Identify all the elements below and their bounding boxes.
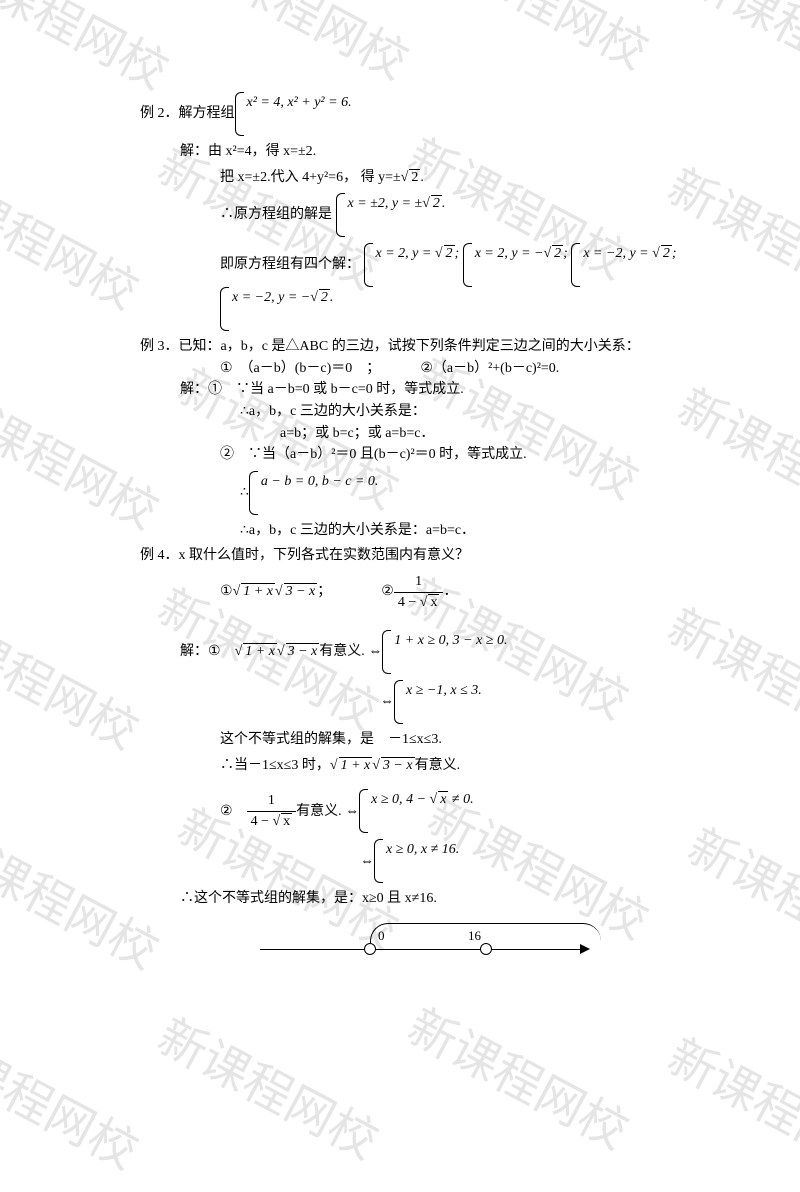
therefore-icon: ∴	[240, 483, 249, 503]
sqrt-icon: √2	[401, 168, 421, 188]
brace-icon: 1 + x ≥ 0, 3 − x ≥ 0.	[382, 630, 507, 674]
sol-label: 解：	[180, 142, 208, 162]
axis-line	[260, 949, 582, 950]
text: ① ∵当 a－b=0 或 b－c=0 时，等式成立.	[208, 380, 464, 400]
number-line-diagram: 0 16	[260, 913, 600, 963]
fraction: 1 4 − √x	[247, 791, 297, 831]
arrow-icon	[580, 944, 590, 954]
eq: x = ±2,	[348, 196, 389, 211]
brace-icon: x = 2, y = −√2;	[463, 243, 568, 287]
sol-line: 把 x=±2.代入 4+y²=6， 得 y=± √2 .	[140, 168, 730, 188]
sqrt-icon: √1 + x	[235, 642, 277, 662]
watermark-text: 新课程网校	[398, 988, 643, 1162]
brace-icon: x = −2, y = −√2.	[220, 287, 333, 331]
sol-line: ⇔ x ≥ −1, x ≤ 3.	[140, 680, 730, 724]
sol-line: 解： ① √1 + x√3 − x 有意义. ⇔ 1 + x ≥ 0, 3 − …	[140, 630, 730, 674]
sol-line: ∴原方程组的解是 x = ±2, y = ±√2.	[140, 193, 730, 237]
text: ①	[208, 642, 235, 662]
text: 有意义. ⇔	[296, 802, 359, 822]
text: ．	[443, 582, 457, 602]
watermark-text: 新课程网校	[658, 1018, 800, 1192]
open-circle-icon	[480, 943, 492, 955]
brace-icon: x ≥ −1, x ≤ 3.	[394, 680, 482, 724]
sqrt-icon: √3 − x	[275, 582, 317, 602]
text-line: ② ∵当（a－b）²＝0 且(b－c)²＝0 时，等式成立.	[140, 445, 730, 465]
brace-icon: a − b = 0, b − c = 0.	[249, 471, 379, 515]
sol-line: 解： 由 x²=4，得 x=±2.	[140, 142, 730, 162]
example2-header: 例 2． 解方程组 x² = 4, x² + y² = 6.	[140, 92, 730, 136]
text: 由 x²=4，得 x=±2.	[208, 142, 316, 162]
sqrt-icon: √3 − x	[372, 756, 414, 776]
brace-icon: x = ±2, y = ±√2.	[336, 193, 446, 237]
example4-label: 例 4．	[140, 546, 179, 566]
example4-header: 例 4． x 取什么值时，下列各式在实数范围内有意义？	[140, 546, 730, 566]
example3-label: 例 3．	[140, 337, 179, 357]
tick-label: 16	[468, 927, 481, 945]
example3-header: 例 3． 已知：a，b，c 是△ABC 的三边，试按下列条件判定三边之间的大小关…	[140, 337, 730, 357]
brace-icon: x ≥ 0, 4 − √x ≠ 0.	[359, 789, 473, 833]
item-num: ①	[220, 582, 233, 602]
watermark-text: 新课程网校	[0, 1008, 152, 1182]
text: ②（a－b）²+(b－c)²=0.	[420, 359, 559, 379]
eq: x² = 4,	[247, 95, 284, 110]
brace-icon: x = 2, y = √2;	[364, 243, 460, 287]
text: ②	[220, 802, 247, 822]
brace-icon: x = −2, y = √2;	[571, 243, 676, 287]
iff-icon: ⇔	[380, 692, 394, 712]
iff-icon: ⇔	[360, 852, 374, 872]
brace-icon: x² = 4, x² + y² = 6.	[235, 92, 352, 136]
text: 有意义. ⇔	[319, 642, 382, 662]
text: ① （a－b）(b－c)＝0 ；	[220, 359, 380, 379]
text: ；	[317, 582, 331, 602]
items-line: ① √1 + x√3 − x ； ② 1 4 − √x ．	[140, 572, 730, 612]
text: ∴原方程组的解是	[220, 205, 332, 225]
sol-label: 解：	[180, 642, 208, 662]
sqrt-icon: √1 + x	[233, 582, 275, 602]
text-line: 这个不等式组的解集，是 －1≤x≤3.	[140, 730, 730, 750]
sol-line: 解： ① ∵当 a－b=0 或 b－c=0 时，等式成立.	[140, 380, 730, 400]
document-content: 例 2． 解方程组 x² = 4, x² + y² = 6. 解： 由 x²=4…	[0, 0, 800, 1003]
text-line: ∴这个不等式组的解集，是：x≥0 且 x≠16.	[140, 889, 730, 909]
item-num: ②	[381, 582, 394, 602]
sol-line: ∴ a − b = 0, b − c = 0.	[140, 471, 730, 515]
text-line: ∴a，b，c 三边的大小关系是：	[140, 402, 730, 422]
text: 即原方程组有四个解：	[220, 255, 360, 275]
fraction: 1 4 − √x	[394, 572, 444, 612]
example4-prompt: x 取什么值时，下列各式在实数范围内有意义？	[179, 546, 470, 566]
text: 把 x=±2.代入 4+y²=6， 得 y=±	[220, 168, 401, 188]
example2-label: 例 2．	[140, 104, 179, 124]
text-line: ∴当－1≤x≤3 时， √1 + x√3 − x 有意义.	[140, 756, 730, 776]
sol-line: 即原方程组有四个解： x = 2, y = √2; x = 2, y = −√2…	[140, 243, 730, 331]
tick-label: 0	[378, 927, 385, 945]
sol-line: ② 1 4 − √x 有意义. ⇔ x ≥ 0, 4 − √x ≠ 0.	[140, 789, 730, 833]
brace-icon: x ≥ 0, x ≠ 16.	[374, 839, 459, 883]
text-line: ∴a，b，c 三边的大小关系是：a=b=c．	[140, 521, 730, 541]
text-line: a=b；或 b=c；或 a=b=c．	[140, 424, 730, 444]
text: .	[420, 168, 424, 188]
watermark-text: 新课程网校	[148, 998, 393, 1172]
sol-label: 解：	[180, 380, 208, 400]
eq: y = ±√2.	[392, 196, 446, 211]
example2-prompt: 解方程组	[179, 104, 235, 124]
sqrt-icon: √1 + x	[330, 756, 372, 776]
example3-prompt: 已知：a，b，c 是△ABC 的三边，试按下列条件判定三边之间的大小关系：	[179, 337, 640, 357]
sol-line: ⇔ x ≥ 0, x ≠ 16.	[140, 839, 730, 883]
open-circle-icon	[364, 943, 376, 955]
eq: x² + y² = 6.	[287, 95, 351, 110]
cond-line: ① （a－b）(b－c)＝0 ； ②（a－b）²+(b－c)²=0.	[140, 359, 730, 379]
sqrt-icon: √3 − x	[277, 642, 319, 662]
